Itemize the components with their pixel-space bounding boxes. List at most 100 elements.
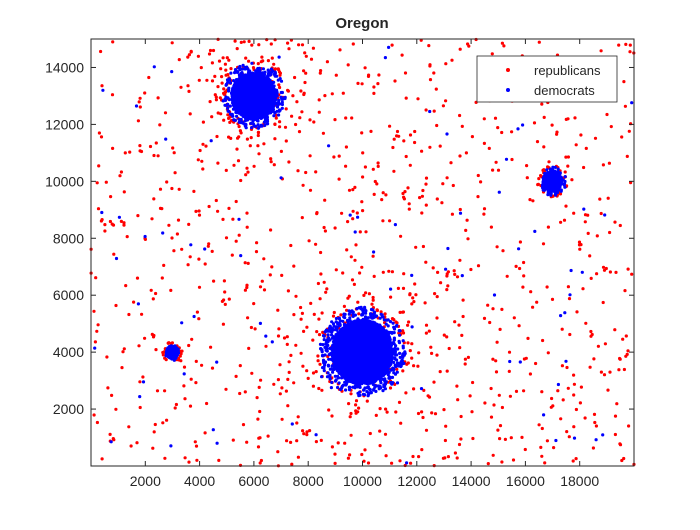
republican-point xyxy=(542,145,546,149)
republican-point xyxy=(584,146,588,150)
republican-point xyxy=(463,357,467,361)
republican-point xyxy=(390,461,394,465)
republican-point xyxy=(470,410,474,414)
republican-point xyxy=(224,168,228,172)
republican-point xyxy=(149,288,153,292)
republican-point xyxy=(407,320,411,324)
republican-point xyxy=(259,458,263,463)
republican-point xyxy=(371,167,375,171)
republican-point xyxy=(99,49,103,54)
democrat-point xyxy=(378,379,383,383)
democrat-point xyxy=(353,230,357,234)
republican-point xyxy=(314,370,318,374)
democrat-point xyxy=(182,372,186,376)
republican-point xyxy=(441,456,445,460)
republican-point xyxy=(571,459,575,463)
democrat-point xyxy=(563,311,567,315)
republican-point xyxy=(150,217,154,221)
republican-point xyxy=(500,307,504,311)
republican-point xyxy=(431,266,435,270)
republican-point xyxy=(311,338,315,342)
republican-point xyxy=(223,92,227,96)
republican-point xyxy=(151,297,155,301)
republican-point xyxy=(408,133,413,137)
democrat-point xyxy=(369,390,373,395)
republican-point xyxy=(154,348,158,352)
republican-point xyxy=(243,261,247,265)
republican-point xyxy=(349,433,353,437)
republican-point xyxy=(114,303,118,308)
republican-point xyxy=(143,91,147,95)
republican-point xyxy=(187,89,191,93)
republican-point xyxy=(402,272,406,276)
republican-point xyxy=(410,302,414,306)
republican-point xyxy=(276,334,281,338)
democrat-point xyxy=(314,433,318,437)
republican-point xyxy=(354,243,358,247)
democrat-point xyxy=(279,176,283,180)
republican-point xyxy=(200,159,204,163)
democrat-point xyxy=(380,313,384,317)
republican-point xyxy=(246,261,250,265)
republican-point xyxy=(319,69,323,73)
republican-point xyxy=(572,393,576,397)
republican-point xyxy=(461,314,465,319)
republican-point xyxy=(330,92,334,96)
republican-point xyxy=(381,219,385,223)
republican-point xyxy=(542,168,546,172)
republican-point xyxy=(138,144,142,148)
republican-point xyxy=(595,272,599,276)
republican-point xyxy=(627,129,631,133)
republican-point xyxy=(401,310,405,314)
plot-area xyxy=(91,39,634,466)
republican-point xyxy=(497,393,501,397)
democrat-point xyxy=(336,364,340,368)
democrat-point xyxy=(405,461,409,465)
republican-point xyxy=(165,180,169,184)
republican-point xyxy=(158,206,163,210)
republican-point xyxy=(539,445,543,449)
republican-point xyxy=(330,445,334,449)
republican-point xyxy=(165,418,169,422)
republican-point xyxy=(620,458,624,463)
republican-point xyxy=(466,355,470,359)
republican-point xyxy=(227,116,231,120)
republican-point xyxy=(296,455,300,459)
republican-point xyxy=(582,165,586,170)
republican-point xyxy=(256,130,261,134)
republican-point xyxy=(535,300,539,304)
democrat-point xyxy=(395,370,399,374)
series-democrats xyxy=(93,45,634,465)
republican-point xyxy=(225,56,229,60)
republican-point xyxy=(122,347,126,351)
republican-point xyxy=(397,134,401,138)
republican-point xyxy=(360,265,364,269)
democrat-point xyxy=(211,428,215,432)
republican-point xyxy=(528,198,532,202)
republican-point xyxy=(397,400,402,404)
republican-point xyxy=(169,288,173,292)
republican-point xyxy=(138,405,142,410)
republican-point xyxy=(92,309,96,313)
republican-point xyxy=(452,269,456,273)
republican-point xyxy=(346,63,350,67)
republican-point xyxy=(489,415,494,419)
republican-point xyxy=(418,196,422,200)
republican-point xyxy=(550,396,554,401)
republican-point xyxy=(317,317,321,321)
republican-point xyxy=(299,351,303,355)
republican-point xyxy=(236,159,241,163)
republican-point xyxy=(379,310,383,314)
republican-point xyxy=(360,131,364,135)
democrat-point xyxy=(277,55,281,59)
republican-point xyxy=(207,204,211,209)
republican-point xyxy=(482,141,486,145)
republican-point xyxy=(195,458,199,462)
republican-point xyxy=(179,85,183,89)
republican-point xyxy=(135,276,140,280)
republican-point xyxy=(229,136,233,140)
republican-point xyxy=(160,276,164,280)
republican-point xyxy=(421,244,425,249)
republican-point xyxy=(465,218,469,222)
